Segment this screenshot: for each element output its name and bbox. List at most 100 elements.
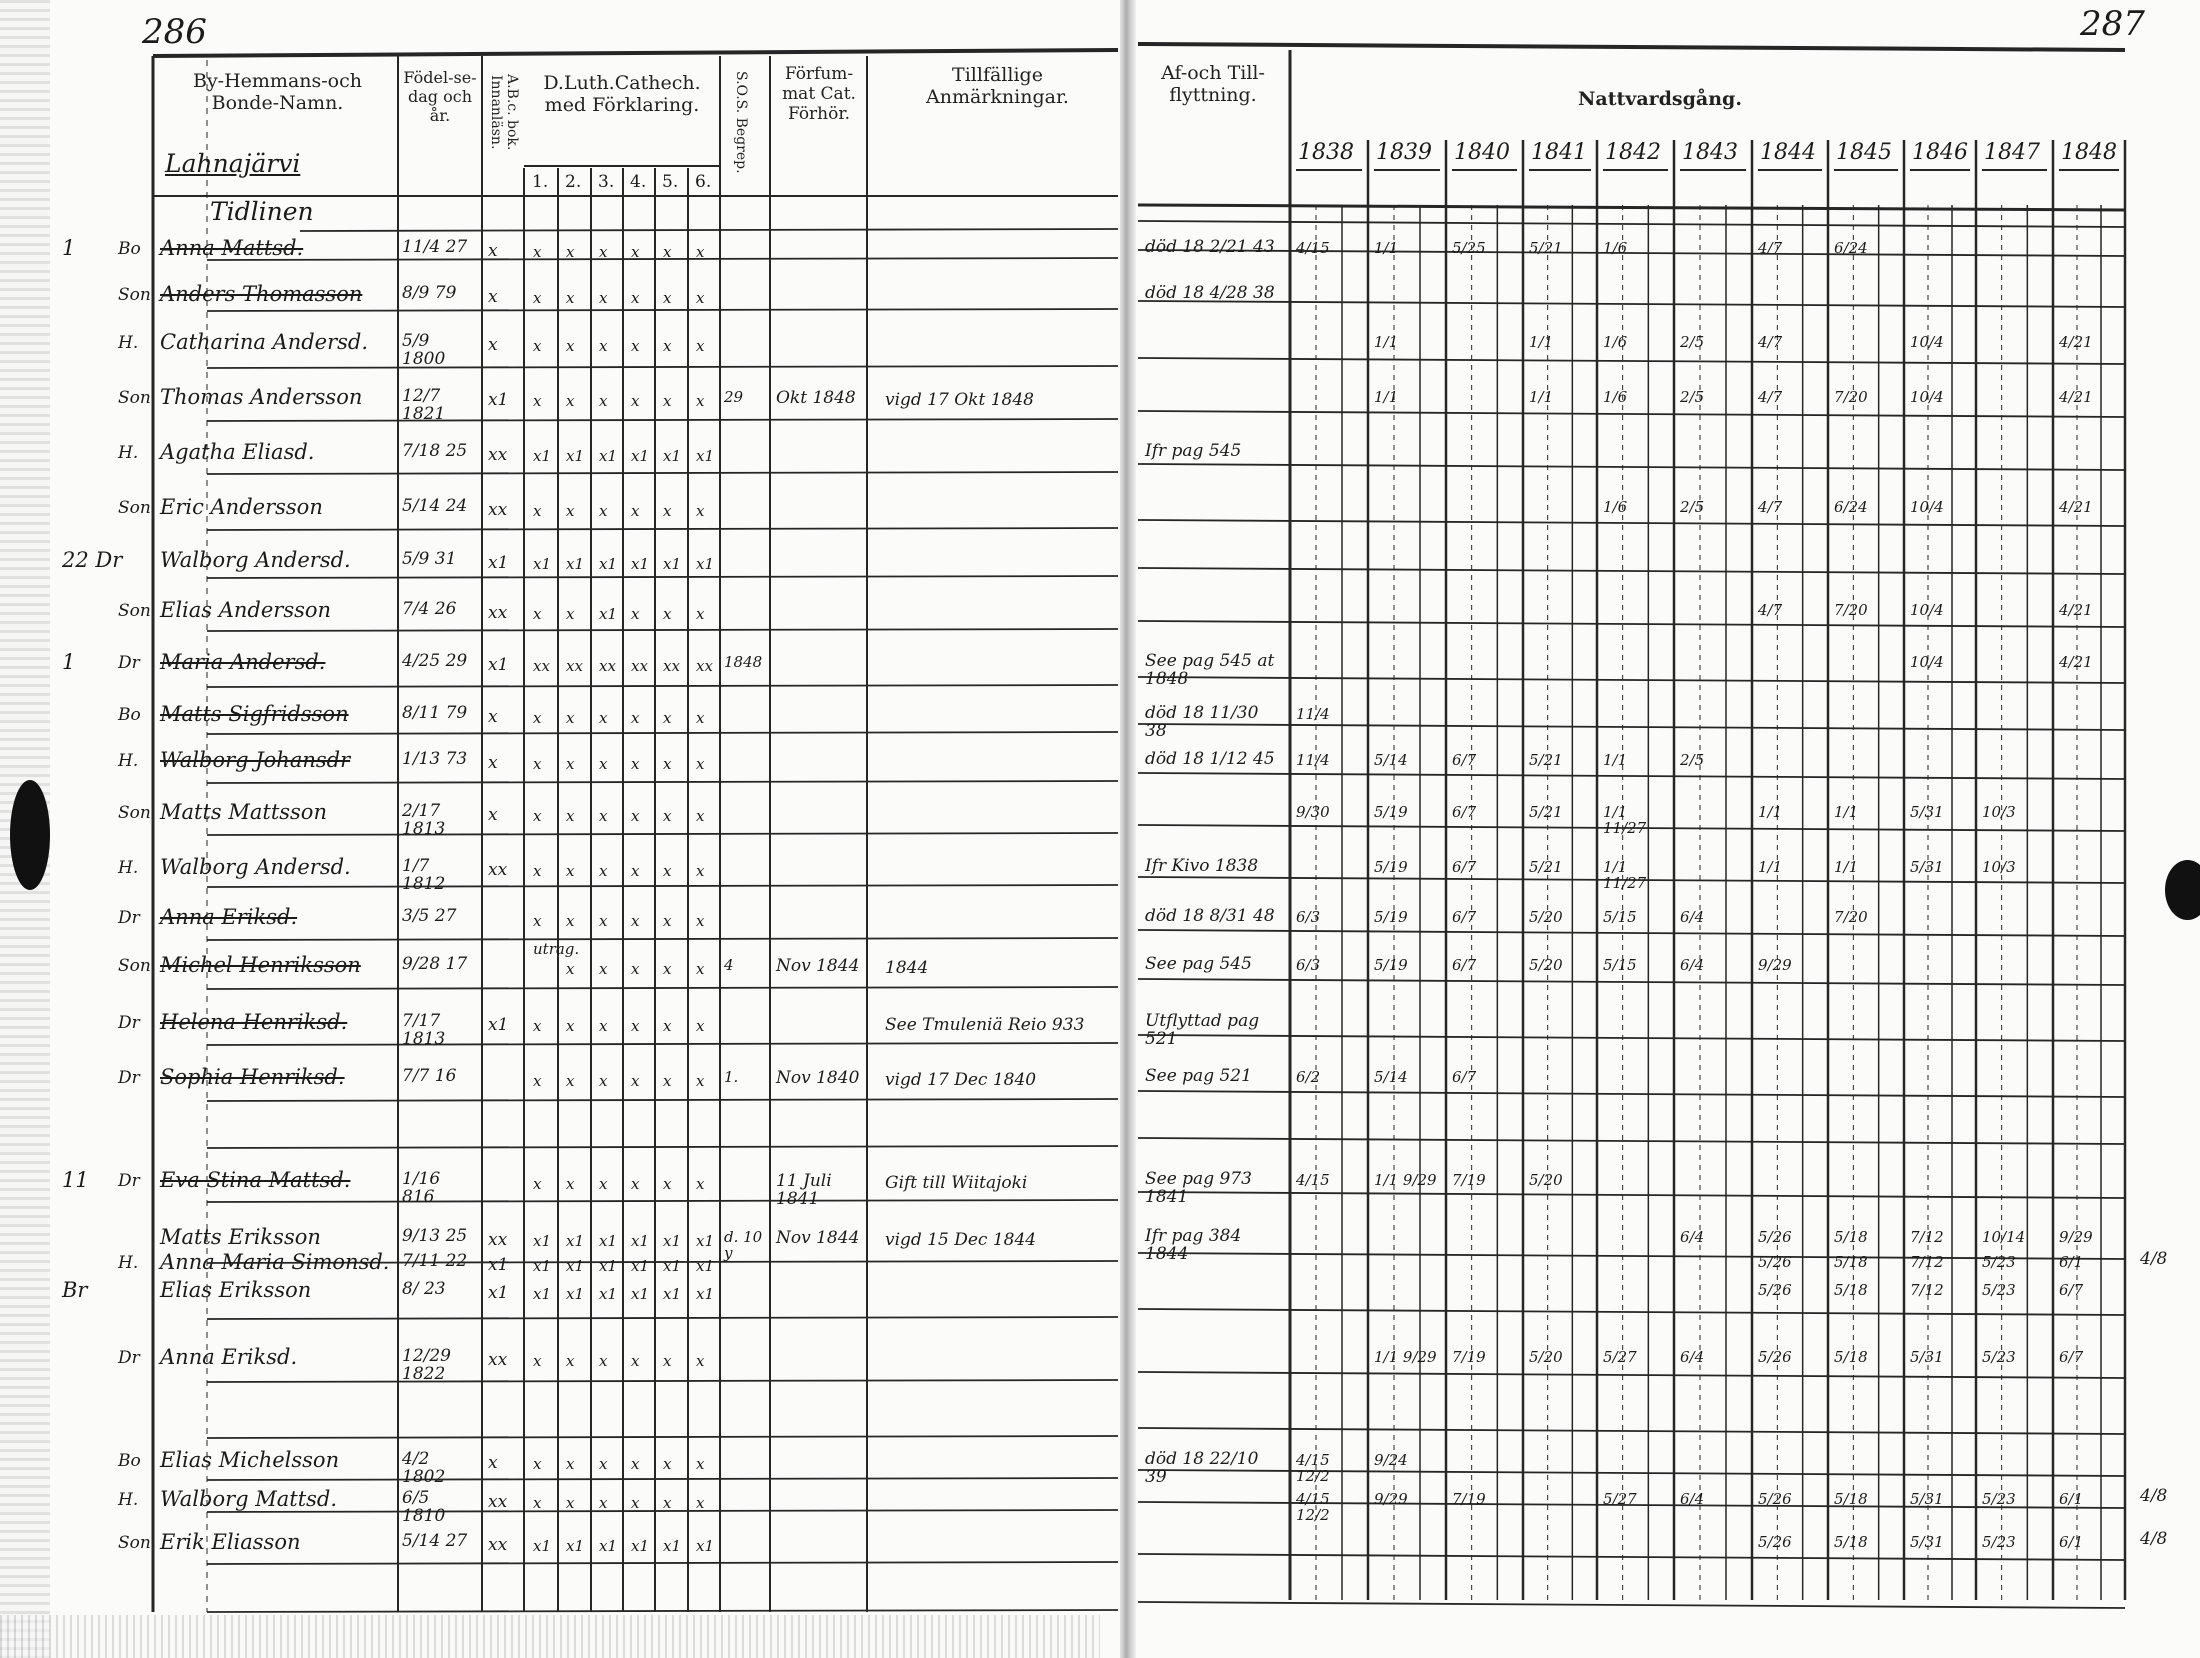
communion-date-1842: 1/6	[1603, 498, 1628, 516]
row-line	[206, 986, 1119, 990]
catechism-mark: x	[631, 960, 640, 978]
communion-date-1847: 5/23	[1982, 1253, 2016, 1271]
communion-date-1845: 7/20	[1834, 388, 1868, 406]
communion-date-1846: 10/4	[1910, 333, 1944, 351]
row-line	[206, 257, 1119, 261]
birth-date: 4/2 1802	[402, 1449, 446, 1487]
catechism-mark: x1	[696, 1232, 715, 1250]
catechism-mark: x	[696, 1455, 705, 1473]
relation-abbrev: Bo	[118, 705, 141, 725]
row-line	[1137, 220, 2126, 228]
catechism-mark: x	[566, 709, 575, 727]
missed-hearing: Nov 1840	[776, 1068, 860, 1088]
abc-reading-mark: x1	[488, 655, 509, 675]
catechism-mark: x	[599, 755, 608, 773]
catechism-mark: x	[566, 605, 575, 623]
communion-date-1844: 9/29	[1758, 956, 1792, 974]
row-line	[1137, 978, 2126, 986]
row-line	[1137, 929, 2126, 937]
communion-date-1848: 4/21	[2059, 653, 2093, 671]
moving-note: död 18 1/12 45	[1145, 749, 1275, 769]
communion-date-1848: 6/1	[2059, 1533, 2084, 1551]
catechism-mark: x	[631, 1175, 640, 1193]
birth-date: 7/17 1813	[402, 1011, 446, 1049]
person-name: Agatha Eliasd.	[160, 440, 315, 464]
catechism-mark: xx	[663, 657, 680, 675]
missed-hearing: 11 Juli 1841	[776, 1171, 832, 1209]
catechism-mark: x	[533, 709, 542, 727]
birth-date: 3/5 27	[402, 906, 457, 926]
catechism-mark: x	[566, 807, 575, 825]
catechism-mark: x1	[663, 1285, 682, 1303]
catechism-mark: x1	[566, 1285, 585, 1303]
catechism-mark: x1	[631, 555, 650, 573]
catechism-mark: x	[631, 1072, 640, 1090]
birth-date: 12/7 1821	[402, 386, 446, 424]
catechism-mark: x	[599, 862, 608, 880]
communion-date-1839: 5/19	[1374, 956, 1408, 974]
relation-abbrev: Dr	[118, 1348, 140, 1368]
relation-abbrev: Son	[118, 285, 151, 305]
catechism-mark: x	[631, 709, 640, 727]
catechism-mark: x	[566, 755, 575, 773]
catechism-mark: x	[599, 502, 608, 520]
catechism-mark: x	[566, 337, 575, 355]
relation-abbrev: H.	[118, 858, 139, 878]
catechism-mark: x	[533, 755, 542, 773]
row-line	[1137, 876, 2126, 884]
row-line	[206, 684, 1119, 688]
communion-date-1839: 1/1	[1374, 333, 1399, 351]
year-header-1838: 1838	[1298, 140, 1354, 165]
communion-date-1839: 9/29	[1374, 1490, 1408, 1508]
row-line	[1137, 1601, 2126, 1609]
communion-date-1845: 5/18	[1834, 1533, 1868, 1551]
catechism-mark: x	[663, 1352, 672, 1370]
right-page-number: 287	[2080, 4, 2145, 44]
catechism-mark: x	[599, 1494, 608, 1512]
catechism-mark: x	[696, 337, 705, 355]
catechism-mark: x	[663, 1455, 672, 1473]
communion-date-1842: 5/15	[1603, 908, 1637, 926]
abc-reading-mark: x1	[488, 1255, 509, 1275]
catechism-mark: x	[566, 1352, 575, 1370]
header-top-rule	[152, 48, 1119, 58]
relation-abbrev: Son	[118, 601, 151, 621]
binding-hole	[10, 780, 50, 890]
communion-date-1848: 6/7	[2059, 1281, 2084, 1299]
communion-date-1842: 1/6	[1603, 388, 1628, 406]
communion-date-1839: 9/24	[1374, 1451, 1408, 1469]
catechism-mark: x1	[533, 447, 552, 465]
moving-note: död 18 8/31 48	[1145, 906, 1275, 926]
communion-date-1838: 9/30	[1296, 803, 1330, 821]
catechism-mark: x	[599, 289, 608, 307]
communion-date-1848: 6/1	[2059, 1490, 2084, 1508]
margin-note: 22 Dr	[62, 548, 123, 572]
communion-date-1843: 2/5	[1680, 388, 1705, 406]
margin-note: 11	[62, 1168, 89, 1192]
communion-date-1844: 4/7	[1758, 388, 1783, 406]
catechism-mark: x1	[599, 605, 618, 623]
catechism-mark: x1	[696, 1537, 715, 1555]
book-gutter	[1120, 0, 1136, 1658]
catechism-mark: x	[599, 807, 608, 825]
relation-abbrev: Dr	[118, 1013, 140, 1033]
right-margin-note: 4/8	[2140, 1486, 2168, 1506]
catechism-mark: x	[696, 289, 705, 307]
row-line	[206, 1435, 1119, 1439]
catechism-mark: x	[599, 337, 608, 355]
row-line	[206, 1199, 1119, 1203]
communion-date-1842: 1/1	[1603, 751, 1628, 769]
communion-date-1838: 4/15	[1296, 239, 1330, 257]
communion-date-1845: 5/18	[1834, 1228, 1868, 1246]
catechism-mark: x1	[663, 555, 682, 573]
birth-date: 1/13 73	[402, 749, 468, 769]
remark: vigd 15 Dec 1844	[885, 1230, 1037, 1250]
row-line	[206, 628, 1119, 632]
communion-date-1847: 10/3	[1982, 858, 2016, 876]
right-margin-note: 4/8	[2140, 1529, 2168, 1549]
birth-date: 7/11 22	[402, 1251, 468, 1271]
abc-reading-mark: xx	[488, 1350, 508, 1370]
row-line	[1137, 410, 2126, 418]
row-line	[1137, 723, 2126, 731]
